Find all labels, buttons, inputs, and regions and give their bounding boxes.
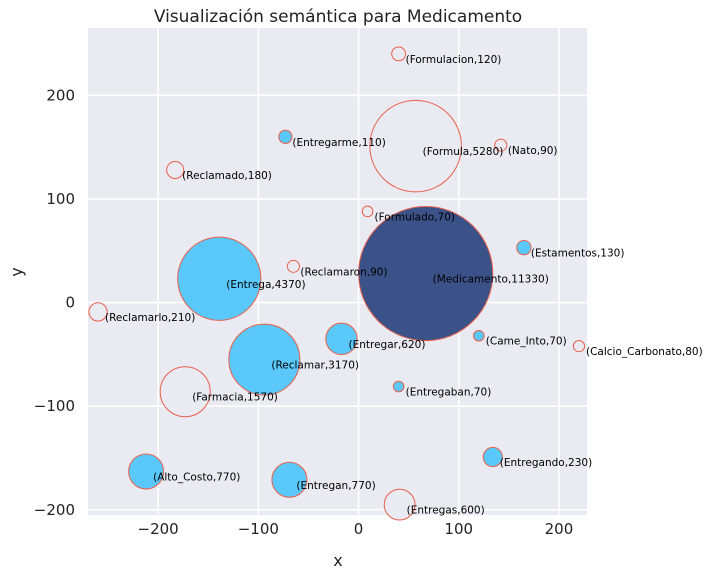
y-tick-label: −200	[34, 501, 75, 519]
x-tick-label: 0	[354, 520, 364, 538]
data-point	[271, 461, 308, 498]
y-tick-label: 200	[46, 86, 75, 104]
data-point	[159, 366, 211, 418]
data-point-label: (Medicamento,11330)	[433, 274, 549, 286]
data-point	[391, 46, 407, 62]
data-point-label: (Formulado,70)	[375, 211, 455, 223]
data-point-label: (Calcio_Carbonato,80)	[586, 346, 703, 358]
data-point-label: (Reclamar,3170)	[271, 360, 359, 372]
data-point	[177, 236, 262, 321]
x-tick-labels: −200 −100 0 100 200	[138, 520, 574, 538]
data-point-label: (Formula,5280)	[423, 146, 504, 158]
x-tick-label: −100	[238, 520, 279, 538]
data-point-label: (Entregando,230)	[500, 457, 592, 469]
chart-title: Visualización semántica para Medicamento	[154, 7, 522, 27]
x-tick-label: 100	[444, 520, 473, 538]
data-point-label: (Entrega,4370)	[226, 279, 305, 291]
data-point	[278, 129, 293, 144]
data-point	[358, 205, 494, 342]
data-point	[286, 259, 300, 273]
data-point	[369, 99, 462, 193]
data-point-label: (Entregarme,110)	[292, 137, 385, 149]
data-point	[392, 380, 405, 393]
y-tick-label: 0	[65, 294, 75, 312]
data-point	[228, 323, 301, 396]
data-point-label: (Came_Into,70)	[486, 336, 567, 348]
data-point	[128, 453, 165, 490]
data-point-label: (Entregaban,70)	[406, 387, 492, 399]
plot-area	[88, 28, 587, 515]
data-point	[482, 446, 503, 468]
data-point	[88, 302, 108, 322]
data-points	[88, 46, 586, 521]
data-point-label: (Reclamaron,90)	[300, 266, 387, 278]
data-point-label: (Nato,90)	[508, 145, 558, 157]
y-axis-label: y	[7, 267, 26, 276]
data-point	[472, 329, 485, 342]
data-point	[516, 239, 532, 256]
y-tick-label: −100	[34, 397, 75, 415]
data-point	[383, 488, 416, 521]
data-point-label: (Estamentos,130)	[531, 248, 625, 260]
x-tick-label: 200	[545, 520, 574, 538]
data-point	[361, 205, 374, 218]
x-axis-label: x	[333, 551, 342, 570]
data-point	[494, 138, 508, 152]
x-tick-label: −200	[138, 520, 179, 538]
data-point	[325, 322, 358, 356]
data-point-label: (Entregas,600)	[407, 505, 485, 517]
y-tick-labels: −200 −100 0 100 200	[34, 86, 75, 518]
data-point-label: (Farmacia,1570)	[192, 392, 278, 404]
data-point-label: (Entregar,620)	[349, 339, 426, 351]
data-point	[166, 160, 185, 179]
data-point-label: (Formulacion,120)	[406, 54, 502, 66]
data-point-labels: (Formulacion,120) (Entregarme,110) (Formul…	[105, 54, 703, 517]
data-point-label: (Alto_Costo,770)	[153, 471, 240, 483]
data-point-label: (Reclamado,180)	[182, 170, 272, 182]
data-point	[572, 340, 586, 353]
data-point-label: (Entregan,770)	[296, 480, 375, 492]
y-tick-label: 100	[46, 190, 75, 208]
data-point-label: (Reclamarlo,210)	[105, 312, 195, 324]
